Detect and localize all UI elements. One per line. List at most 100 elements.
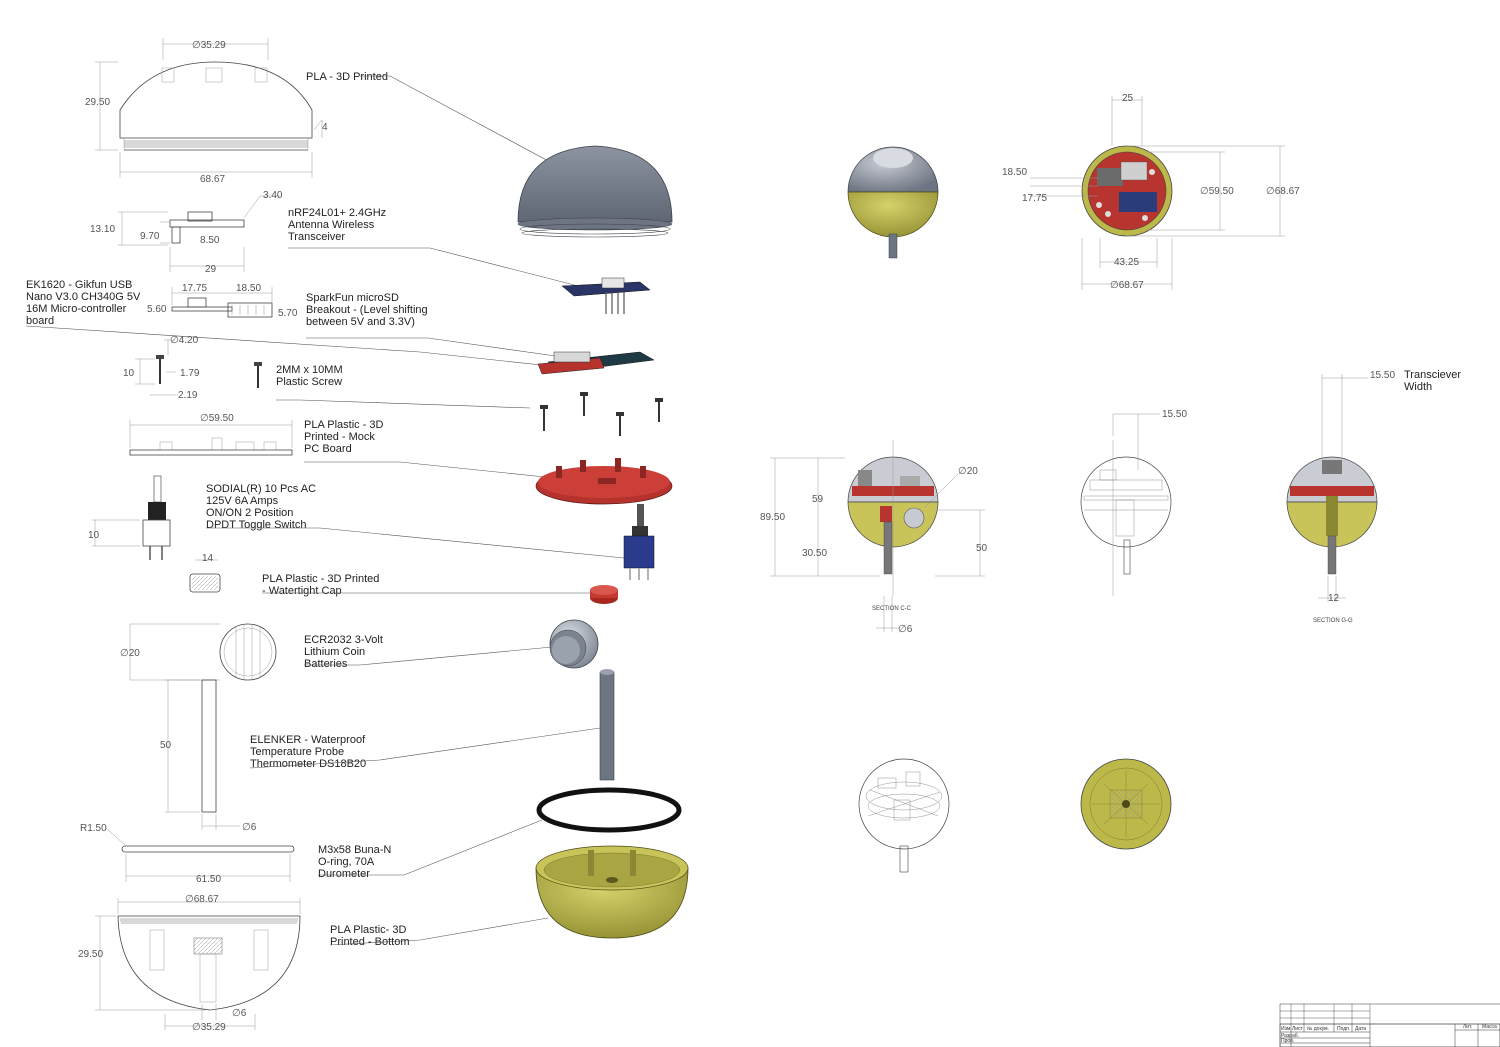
dim-oring-r: R1.50 [80,823,107,834]
exploded-bottom-dome [535,845,689,939]
tb-mass: Масса [1482,1024,1497,1030]
dim-battery-d: ∅20 [120,648,140,659]
dim-s-d6: ∅6 [898,624,913,635]
iso-wireframe-view [858,758,950,873]
dim-top-thickness: 4 [322,122,328,133]
dim-s-50: 50 [976,543,988,554]
nrf-drawing [118,195,280,272]
dim-s-12: 12 [1328,593,1340,604]
dim-bottom-d: ∅68.67 [185,894,219,905]
top-dome-drawing [95,38,323,178]
bottom-dome-drawing [95,898,301,1030]
dim-bottom-d3: ∅35.29 [192,1022,226,1033]
bottom-view [1080,758,1172,850]
exploded-oring [536,787,682,833]
part-label-oring: M3x58 Buna-N O-ring, 70A Durometer [318,844,391,880]
dim-bottom-d2: ∅6 [232,1008,247,1019]
tb-col-list: Лист [1292,1026,1304,1032]
dim-tv-6867b: ∅68.67 [1110,280,1144,291]
part-label-switch: SODIAL(R) 10 Pcs AC 125V 6A Amps ON/ON 2 P… [206,483,316,531]
section-gg-label: SECTION G-G [1313,618,1353,624]
label-width: Width [1404,381,1432,393]
dim-nano-b: 18.50 [236,283,261,294]
section-cc-view [770,440,985,632]
top-view [1030,96,1285,290]
dim-s-59: 59 [812,494,824,505]
part-label-cap: PLA Plastic - 3D Printed - Watertight Cap [262,573,379,597]
dim-nano-a: 17.75 [182,283,207,294]
dim-s-1550: 15.50 [1162,409,1187,420]
dim-screw-b: 2.19 [178,390,198,401]
battery-probe-drawing [129,623,277,830]
dim-nrf-h: 13.10 [90,224,115,235]
part-label-battery: ECR2032 3-Volt Lithium Coin Batteries [304,634,383,670]
dim-s-d20: ∅20 [958,466,978,477]
dim-top-width: 68.67 [200,174,225,185]
dim-s-3050: 30.50 [802,548,827,559]
dim-tv-25: 25 [1122,93,1134,104]
screw-icon [254,362,262,388]
exploded-pcb [535,458,673,505]
dim-top-diameter: ∅35.29 [192,40,226,51]
part-label-top: PLA - 3D Printed [306,71,388,83]
dim-s-8950: 89.50 [760,512,785,523]
exploded-battery [549,619,599,669]
dim-screw-l: 10 [123,368,135,379]
exploded-nrf [561,277,651,314]
part-label-nrf: nRF24L01+ 2.4GHz Antenna Wireless Transcei… [288,207,386,243]
leader-lines [25,75,625,946]
dim-pcb-d: ∅59.50 [200,413,234,424]
dim-oring-w: 61.50 [196,874,221,885]
dim-probe-l: 50 [160,740,172,751]
exploded-switch [623,504,655,580]
tb-lit: Лит. [1463,1024,1472,1030]
exploded-nano-sd [537,351,655,375]
dim-tv-6867: ∅68.67 [1266,186,1300,197]
dim-screw-a: 1.79 [180,368,200,379]
dim-top-height: 29.50 [85,97,110,108]
title-block [1279,1003,1500,1047]
tb-col-podp: Подп. [1337,1026,1350,1032]
part-label-sd: SparkFun microSD Breakout - (Level shifti… [306,292,428,328]
dim-cap-w: 14 [202,553,214,564]
dim-nano-c: 5.60 [147,304,167,315]
section-cc-label: SECTION C-C [872,606,912,612]
dim-tv-5950: ∅59.50 [1200,186,1234,197]
section-gg-view [1286,374,1378,602]
dim-tv-4325: 43.25 [1114,257,1139,268]
dim-tv-1775: 17.75 [1022,193,1047,204]
dim-nano-d: 5.70 [278,308,298,319]
dim-nrf-a: 3.40 [263,190,283,201]
exploded-cap [590,585,618,604]
dim-screw-d: ∅4.20 [170,335,199,346]
dim-tv-1850: 18.50 [1002,167,1027,178]
tb-col-izm: Изм. [1281,1026,1292,1032]
dim-s-1550b: 15.50 [1370,370,1395,381]
exploded-top-dome [517,145,673,238]
assembled-ball [847,146,939,259]
part-label-screw: 2MM x 10MM Plastic Screw [276,364,343,388]
dim-probe-d: ∅6 [242,822,257,833]
tb-col-date: Дата [1355,1026,1366,1032]
dim-nrf-b: 9.70 [140,231,160,242]
pcb-drawing [129,420,293,456]
nano-sd-drawing [171,287,273,318]
part-label-nano: EK1620 - Gikfun USB Nano V3.0 CH340G 5V 16… [26,279,141,327]
dim-nrf-w: 29 [205,264,217,275]
screw-dim-drawing [135,339,178,396]
part-label-bottom: PLA Plastic- 3D Printed - Bottom [330,924,409,948]
cap-drawing [189,559,221,593]
oring-drawing [105,827,295,882]
part-label-probe: ELENKER - Waterproof Temperature Probe The… [250,734,366,770]
tb-row-prov: Пров. [1281,1038,1294,1044]
tb-row-razrab: Разраб. [1281,1033,1299,1039]
dim-switch-h: 10 [88,530,100,541]
exploded-probe [599,669,615,781]
part-label-pcb: PLA Plastic - 3D Printed - Mock PC Board [304,419,384,455]
exploded-screws [540,392,663,436]
label-transceiver: Transciever [1404,369,1461,381]
dim-nrf-c: 8.50 [200,235,220,246]
switch-drawing [92,475,171,560]
wireframe-section-view [1080,413,1172,596]
